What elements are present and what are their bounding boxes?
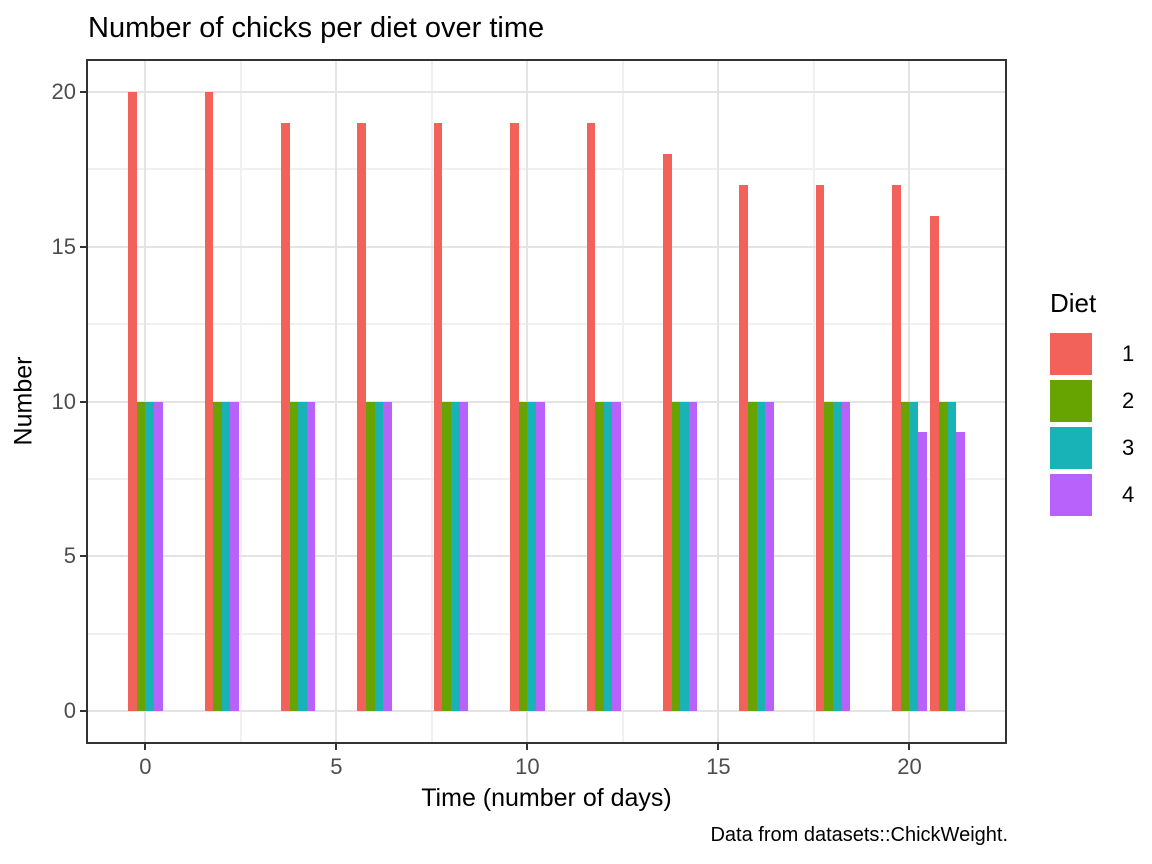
bar-diet3-time10 — [527, 401, 536, 712]
bar-diet1-time20 — [892, 184, 901, 712]
bar-diet2-time4 — [289, 401, 299, 712]
x-tick-mark — [144, 742, 147, 750]
y-tick-label: 15 — [51, 233, 76, 259]
x-tick-mark — [717, 742, 720, 750]
x-gridline-major — [717, 61, 720, 742]
y-tick-mark — [80, 245, 88, 248]
legend-entry-diet2: 2 — [1050, 377, 1134, 424]
bar-diet4-time6 — [383, 401, 392, 712]
bar-diet2-time20 — [900, 401, 910, 712]
x-tick-mark — [335, 742, 338, 750]
y-gridline-major — [88, 245, 1005, 248]
x-tick-label: 0 — [139, 754, 152, 779]
bar-diet1-time21 — [930, 215, 940, 712]
bar-diet4-time14 — [688, 401, 698, 712]
x-axis-title: Time (number of days) — [421, 784, 672, 812]
y-tick-label: 5 — [63, 543, 76, 569]
legend-label-diet2: 2 — [1122, 387, 1135, 413]
bar-diet1-time16 — [739, 184, 749, 712]
bar-diet3-time8 — [450, 401, 460, 712]
legend-label-diet3: 3 — [1122, 434, 1135, 460]
legend-title: Diet — [1050, 288, 1097, 318]
bar-diet2-time12 — [595, 401, 604, 712]
bar-diet4-time10 — [535, 401, 545, 712]
y-tick-mark — [80, 555, 88, 558]
y-tick-mark — [80, 90, 88, 93]
bar-diet1-time6 — [357, 122, 366, 712]
bar-diet1-time10 — [510, 122, 519, 712]
bar-diet4-time8 — [459, 401, 469, 712]
bar-diet3-time0 — [145, 401, 154, 712]
bar-diet4-time0 — [153, 401, 163, 712]
bar-diet4-time12 — [612, 401, 621, 712]
bar-diet3-time12 — [603, 401, 613, 712]
bar-diet2-time6 — [365, 401, 375, 712]
bar-diet1-time12 — [586, 122, 596, 712]
x-tick-label: 20 — [897, 754, 922, 779]
legend-key-diet4 — [1050, 473, 1092, 516]
bar-diet3-time4 — [298, 401, 307, 712]
bar-diet2-time21 — [939, 401, 948, 712]
y-gridline-minor — [88, 168, 1005, 171]
y-gridline-major — [88, 90, 1005, 93]
y-tick-label: 0 — [63, 698, 76, 724]
bar-diet4-time4 — [306, 401, 316, 712]
bar-diet1-time8 — [433, 122, 443, 712]
bar-diet1-time18 — [815, 184, 825, 712]
bar-diet2-time2 — [213, 401, 222, 712]
caption: Data from datasets::ChickWeight. — [710, 824, 1008, 846]
legend-key-diet1 — [1050, 332, 1092, 375]
bar-diet2-time0 — [136, 401, 146, 712]
legend-entry-diet3: 3 — [1050, 424, 1134, 471]
bar-diet4-time16 — [765, 401, 774, 712]
y-gridline-major — [88, 710, 1005, 713]
y-tick-mark — [80, 710, 88, 713]
legend-entry-diet4: 4 — [1050, 471, 1134, 518]
legend-key-diet2 — [1050, 379, 1092, 422]
legend-key-diet3 — [1050, 426, 1092, 469]
x-tick-label: 5 — [330, 754, 343, 779]
y-gridline-minor — [88, 323, 1005, 326]
bar-diet2-time10 — [518, 401, 528, 712]
x-gridline-major — [335, 61, 338, 742]
legend-entry-diet1: 1 — [1050, 330, 1134, 377]
bar-diet3-time16 — [756, 401, 766, 712]
legend-label-diet4: 4 — [1122, 481, 1135, 507]
legend-label-diet1: 1 — [1122, 340, 1135, 366]
bar-diet2-time14 — [671, 401, 681, 712]
bar-diet3-time18 — [833, 401, 842, 712]
bar-diet3-time14 — [680, 401, 689, 712]
bar-diet3-time2 — [221, 401, 231, 712]
x-tick-mark — [526, 742, 529, 750]
y-axis-title: Number — [9, 356, 38, 446]
y-tick-mark — [80, 400, 88, 403]
legend-entries: 1 2 3 4 — [1050, 330, 1134, 518]
bar-diet3-time21 — [947, 401, 957, 712]
bar-diet4-time20 — [918, 432, 927, 712]
bar-diet4-time2 — [230, 401, 239, 712]
bar-diet2-time16 — [748, 401, 757, 712]
y-tick-label: 20 — [51, 78, 76, 104]
bar-diet2-time8 — [442, 401, 451, 712]
bar-diet3-time6 — [374, 401, 384, 712]
bar-diet3-time20 — [909, 401, 919, 712]
bar-diet1-time0 — [128, 91, 137, 712]
bar-diet1-time14 — [663, 153, 672, 712]
bar-diet1-time2 — [204, 91, 214, 712]
x-tick-label: 15 — [706, 754, 731, 779]
x-tick-label: 10 — [515, 754, 540, 779]
x-tick-mark — [908, 742, 911, 750]
y-tick-label: 10 — [51, 388, 76, 414]
bar-diet4-time21 — [956, 432, 965, 712]
y-gridline-major — [88, 555, 1005, 558]
bar-diet1-time4 — [280, 122, 290, 712]
bar-diet4-time18 — [841, 401, 851, 712]
y-gridline-major — [88, 400, 1005, 403]
chart-title: Number of chicks per diet over time — [88, 12, 545, 44]
y-gridline-minor — [88, 477, 1005, 480]
y-gridline-minor — [88, 632, 1005, 635]
bar-diet2-time18 — [824, 401, 834, 712]
